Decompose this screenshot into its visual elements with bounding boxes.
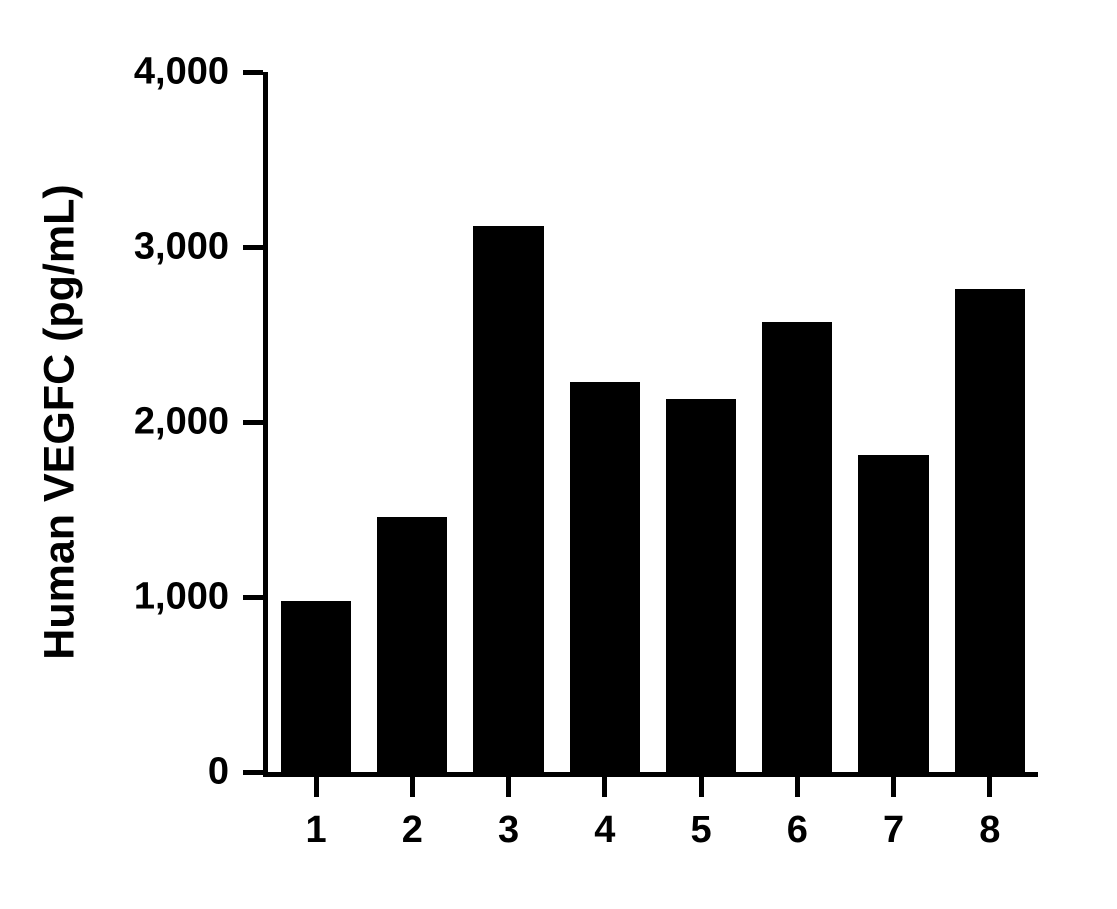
bar [666, 399, 736, 772]
y-tick [243, 770, 263, 775]
bar [473, 226, 543, 772]
x-tick-label: 5 [691, 809, 712, 852]
x-axis-line [263, 772, 1038, 777]
y-tick [243, 245, 263, 250]
x-tick [699, 777, 704, 797]
x-tick [795, 777, 800, 797]
x-tick-label: 7 [883, 809, 904, 852]
bar [858, 455, 928, 772]
y-tick [243, 70, 263, 75]
y-tick-label: 1,000 [134, 576, 229, 619]
chart-container: Human VEGFC (pg/mL) 0 1,000 2,000 3,000 4,00… [0, 0, 1117, 909]
x-tick-label: 3 [498, 809, 519, 852]
y-tick-label: 0 [208, 751, 229, 794]
bar [955, 289, 1025, 772]
x-tick [602, 777, 607, 797]
x-tick-label: 6 [787, 809, 808, 852]
bar [762, 322, 832, 772]
y-axis-line [263, 72, 268, 777]
y-tick-label: 3,000 [134, 226, 229, 269]
bar [281, 601, 351, 773]
y-tick-label: 4,000 [134, 51, 229, 94]
x-tick-label: 1 [306, 809, 327, 852]
bar [377, 517, 447, 773]
x-tick [314, 777, 319, 797]
x-tick-label: 8 [979, 809, 1000, 852]
x-tick-label: 4 [594, 809, 615, 852]
y-tick [243, 595, 263, 600]
x-tick-label: 2 [402, 809, 423, 852]
x-tick [506, 777, 511, 797]
y-tick-label: 2,000 [134, 401, 229, 444]
y-tick [243, 420, 263, 425]
y-axis-label: Human VEGFC (pg/mL) [36, 184, 85, 659]
x-tick [891, 777, 896, 797]
bar [570, 382, 640, 772]
x-tick [987, 777, 992, 797]
x-tick [410, 777, 415, 797]
